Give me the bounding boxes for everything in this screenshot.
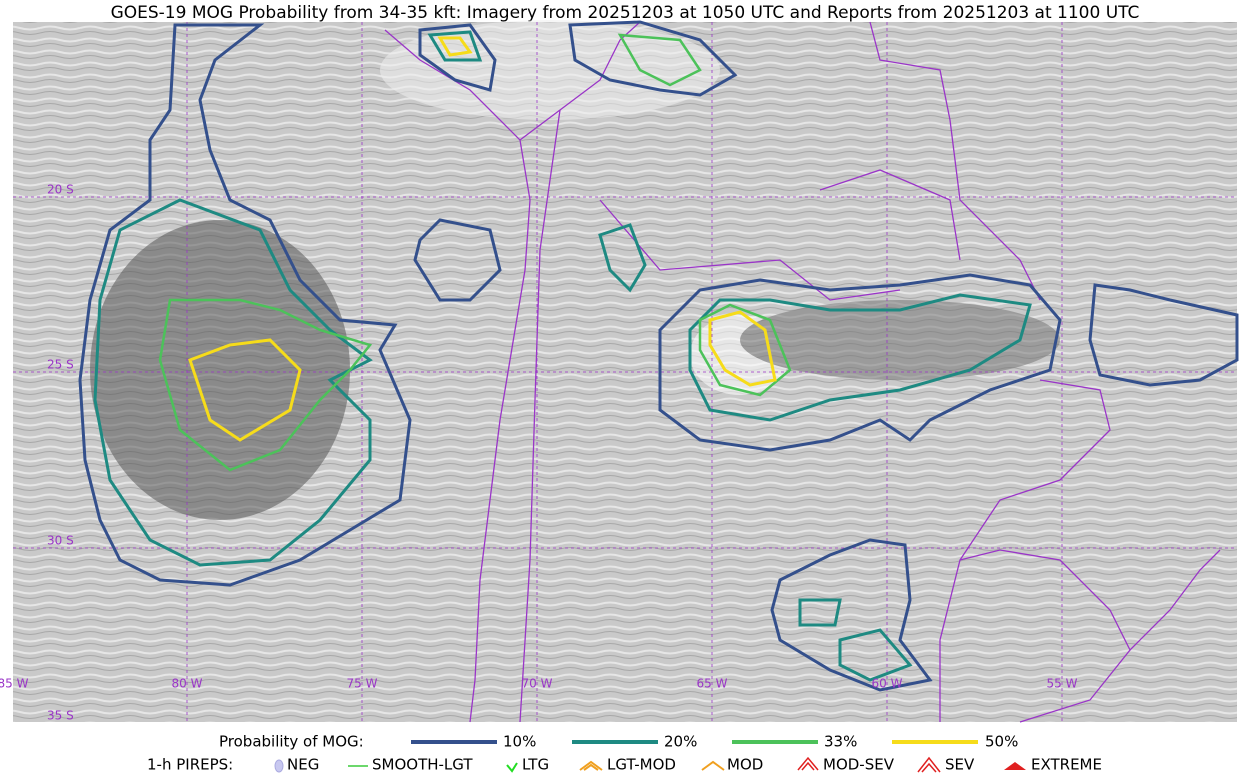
grid-lines bbox=[13, 22, 1237, 722]
lon-label: 80 W bbox=[172, 677, 203, 691]
legend-item: LTG bbox=[522, 756, 549, 774]
lon-labels: 85 W 80 W 75 W 70 W 65 W 60 W 55 W bbox=[0, 677, 1078, 691]
lat-label: 35 S bbox=[47, 709, 74, 723]
legend-symbol bbox=[917, 756, 941, 773]
lon-label: 75 W bbox=[347, 677, 378, 691]
lon-label: 70 W bbox=[522, 677, 553, 691]
legend-item: 50% bbox=[985, 733, 1018, 751]
legend-item: LGT-MOD bbox=[607, 756, 676, 774]
legend-item: MOD bbox=[727, 756, 763, 774]
legend-symbol bbox=[701, 760, 725, 771]
legend-item: NEG bbox=[287, 756, 319, 774]
legend-item: SMOOTH-LGT bbox=[372, 756, 473, 774]
legend-item: MOD-SEV bbox=[823, 756, 895, 774]
lat-label: 30 S bbox=[47, 534, 74, 548]
lon-label: 85 W bbox=[0, 677, 29, 691]
legend-symbol bbox=[797, 756, 819, 771]
lon-label: 55 W bbox=[1047, 677, 1078, 691]
lat-label: 20 S bbox=[47, 183, 74, 197]
lon-label: 60 W bbox=[872, 677, 903, 691]
borders bbox=[384, 21, 1221, 723]
legend-symbol bbox=[579, 760, 603, 771]
probability-contours bbox=[78, 20, 1239, 692]
lat-label: 25 S bbox=[47, 358, 74, 372]
legend-symbol bbox=[1004, 762, 1026, 770]
legend-probability: Probability of MOG: 10% 20% 33% 50% bbox=[219, 733, 1018, 751]
legend-item: SEV bbox=[945, 756, 975, 774]
lon-label: 65 W bbox=[697, 677, 728, 691]
legend-label: Probability of MOG: bbox=[219, 733, 364, 751]
lat-labels: 20 S 25 S 30 S 35 S bbox=[47, 183, 74, 723]
title: GOES-19 MOG Probability from 34-35 kft: … bbox=[111, 3, 1140, 23]
map: 20 S 25 S 30 S 35 S 85 W 80 W 75 W 70 W … bbox=[0, 20, 1239, 723]
legend-symbol bbox=[506, 762, 518, 773]
legend-item: EXTREME bbox=[1031, 756, 1102, 774]
legend-item: 20% bbox=[664, 733, 697, 751]
legend-symbol bbox=[274, 759, 284, 773]
legend-item: 33% bbox=[824, 733, 857, 751]
legend-pireps: 1-h PIREPS: NEG SMOOTH-LGT LTG LGT-MOD M… bbox=[147, 756, 1102, 774]
legend-item: 10% bbox=[503, 733, 536, 751]
legend-label: 1-h PIREPS: bbox=[147, 756, 233, 774]
